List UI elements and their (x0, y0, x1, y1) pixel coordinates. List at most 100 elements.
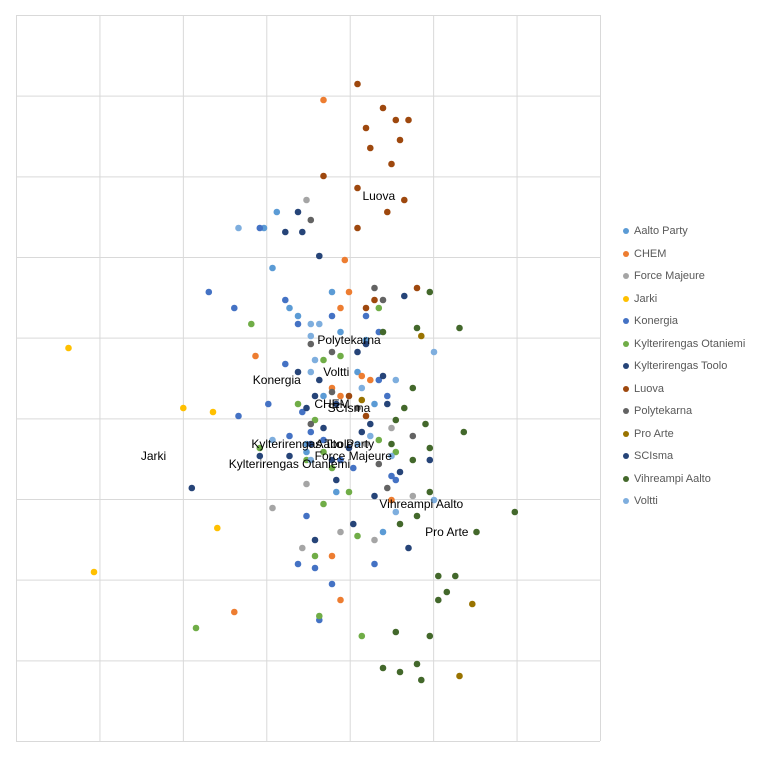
data-point (401, 292, 408, 300)
data-point (401, 404, 408, 412)
data-point (320, 172, 327, 180)
data-point (435, 572, 442, 580)
data-point (384, 400, 391, 408)
data-point (388, 496, 395, 504)
legend-label: Kylterirengas Toolo (634, 360, 728, 373)
legend-item: Jarki (616, 288, 756, 311)
data-point (328, 348, 336, 356)
data-point (265, 400, 272, 408)
data-point (316, 320, 323, 328)
data-point (379, 664, 387, 672)
legend-item: Kylterirengas Otaniemi (616, 333, 756, 356)
data-point (307, 420, 315, 428)
legend-item: Konergia (616, 310, 756, 333)
data-point (358, 372, 366, 380)
data-point (188, 484, 196, 492)
data-point (422, 420, 429, 428)
data-point (286, 432, 293, 440)
data-point (350, 520, 357, 528)
data-point (269, 264, 276, 272)
legend-marker-icon (623, 250, 629, 257)
data-point (362, 412, 370, 420)
data-point (214, 524, 221, 532)
legend-item: Aalto Party (616, 220, 756, 243)
data-point (337, 528, 344, 536)
legend-label: Pro Arte (634, 427, 674, 440)
chart-legend: Aalto Party CHEM Force Majeure Jarki Konergi… (616, 220, 756, 513)
data-point (418, 332, 425, 340)
data-point (388, 424, 395, 432)
data-point (256, 444, 264, 452)
data-point (392, 448, 400, 456)
data-point (379, 104, 387, 112)
data-point (413, 660, 421, 668)
data-point (231, 304, 238, 312)
data-point (320, 448, 327, 456)
legend-marker-icon (623, 430, 629, 437)
data-point (328, 312, 336, 320)
data-label: Kylterirengas Toolo (251, 437, 353, 451)
data-point (320, 500, 327, 508)
data-point (426, 456, 434, 464)
series-luova (320, 80, 421, 420)
data-point (409, 492, 417, 500)
data-point (311, 416, 319, 424)
data-label: Polytekarna (317, 333, 381, 347)
data-point (307, 440, 315, 448)
data-label: CHEM (314, 397, 349, 411)
legend-item: Pro Arte (616, 423, 756, 446)
series-kylterirengas-toolo (188, 208, 366, 492)
data-point (388, 472, 395, 480)
legend-item: Vihreampi Aalto (616, 468, 756, 491)
data-point (311, 552, 319, 560)
data-point (286, 452, 293, 460)
data-point (371, 560, 378, 568)
data-point (456, 324, 463, 332)
legend-marker-icon (623, 498, 629, 505)
legend-label: Aalto Party (634, 225, 688, 238)
data-point (235, 412, 242, 420)
data-point (328, 580, 336, 588)
data-point (354, 368, 361, 376)
series-polytekarna (307, 216, 417, 492)
chart-grid (16, 15, 601, 742)
legend-label: Vihreampi Aalto (634, 472, 711, 485)
data-point (337, 352, 344, 360)
series-chem (231, 96, 395, 616)
data-point (307, 456, 315, 464)
data-point (354, 404, 361, 412)
data-point (388, 160, 395, 168)
data-point (375, 376, 383, 384)
data-point (294, 312, 302, 320)
data-point (426, 288, 434, 296)
data-point (252, 352, 259, 360)
data-point (303, 404, 310, 412)
data-point (311, 356, 319, 364)
data-point (426, 444, 434, 452)
data-point (396, 136, 404, 144)
data-point (371, 400, 378, 408)
data-point (379, 528, 387, 536)
data-point (367, 432, 374, 440)
data-point (337, 328, 344, 336)
data-point (299, 544, 306, 552)
data-point (358, 384, 366, 392)
data-label: Pro Arte (425, 525, 469, 539)
data-point (307, 320, 315, 328)
data-point (473, 528, 480, 536)
data-point (294, 320, 302, 328)
data-point (311, 536, 319, 544)
data-label: Konergia (253, 373, 301, 387)
data-point (328, 464, 336, 472)
data-point (328, 288, 336, 296)
data-point (65, 344, 72, 352)
data-point (307, 428, 315, 436)
data-point (350, 464, 357, 472)
legend-label: Polytekarna (634, 405, 693, 418)
data-point (333, 488, 340, 496)
data-point (396, 668, 404, 676)
data-point (379, 372, 387, 380)
legend-label: Voltti (634, 495, 658, 508)
data-point (269, 504, 276, 512)
